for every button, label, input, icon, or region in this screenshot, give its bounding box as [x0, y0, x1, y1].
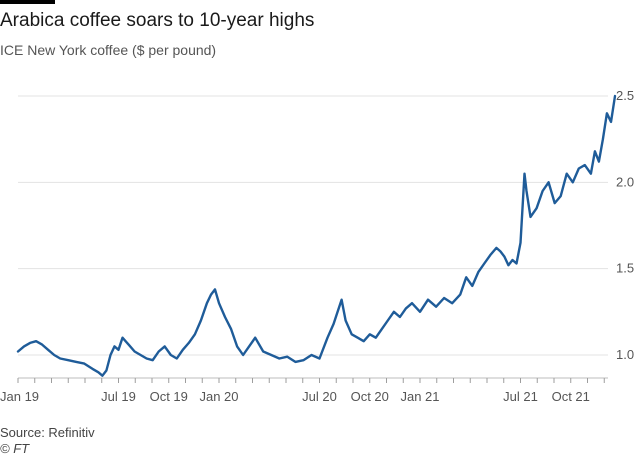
- x-tick-label: Jan 20: [199, 389, 238, 404]
- y-tick-label: 2.5: [616, 88, 634, 103]
- source-note: Source: Refinitiv: [0, 425, 95, 440]
- x-tick-label: Jul 19: [101, 389, 136, 404]
- y-tick-label: 2.0: [616, 174, 634, 189]
- x-tick-label: Jan 19: [0, 389, 39, 404]
- x-tick-label: Jul 20: [302, 389, 337, 404]
- x-tick-label: Oct 21: [552, 389, 590, 404]
- x-tick-label: Oct 19: [150, 389, 188, 404]
- x-tick-label: Jan 21: [400, 389, 439, 404]
- y-tick-label: 1.5: [616, 261, 634, 276]
- ft-credit: © FT: [0, 441, 30, 456]
- series-line-ice-coffee: [16, 94, 617, 377]
- x-tick-label: Jul 21: [503, 389, 538, 404]
- chart-title: Arabica coffee soars to 10-year highs: [0, 10, 315, 31]
- x-tick-label: Oct 20: [351, 389, 389, 404]
- chart-subtitle: ICE New York coffee ($ per pound): [0, 42, 217, 58]
- ft-accent-bar: [0, 0, 55, 4]
- y-tick-label: 1.0: [616, 347, 634, 362]
